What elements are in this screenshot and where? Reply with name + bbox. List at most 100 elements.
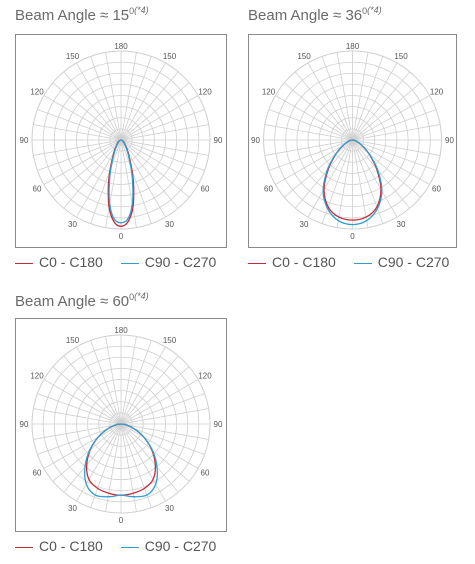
angle-label: 150 [163, 52, 177, 61]
grid-spoke [336, 52, 353, 141]
grid-spoke [90, 423, 122, 508]
legend-item-c0: C0 - C180 [248, 254, 336, 270]
grid-spoke [352, 71, 411, 141]
title-text: Beam Angle ≈ 36 [248, 7, 363, 24]
grid-spoke [33, 124, 122, 141]
grid-spoke [352, 95, 430, 141]
legend-swatch-c0 [15, 262, 33, 264]
grid-spoke [120, 52, 137, 141]
grid-spoke [321, 139, 353, 224]
grid-spoke [352, 82, 421, 141]
grid-spoke [120, 139, 137, 228]
grid-spoke [321, 56, 353, 141]
angle-label: 60 [33, 185, 42, 194]
angle-label: 90 [251, 136, 260, 145]
grid-spoke [120, 423, 179, 493]
grid-spoke [63, 355, 122, 425]
polar-frame-1: 180 150 150 120 120 90 90 60 60 30 30 0 [15, 34, 227, 248]
polar-frame-2: 180 150 150 120 120 90 90 60 60 30 30 0 [248, 34, 457, 248]
angle-label: 150 [394, 52, 408, 61]
grid-spoke [120, 139, 190, 198]
grid-spoke [120, 139, 152, 224]
series-c90-curve [322, 139, 383, 226]
grid-spoke [120, 393, 205, 425]
grid-spoke [352, 139, 411, 209]
grid-spoke [352, 124, 441, 141]
grid-spoke [120, 95, 199, 141]
angle-label: 180 [114, 326, 128, 335]
grid-spoke [352, 62, 398, 141]
grid-spoke [352, 139, 430, 185]
angle-label: 150 [297, 52, 311, 61]
polar-chart-2: 180 150 150 120 120 90 90 60 60 30 30 0 [251, 42, 454, 241]
legend-label-c0: C0 - C180 [272, 254, 336, 270]
title-note: (*4) [134, 5, 149, 15]
title-note: (*4) [134, 291, 149, 301]
angle-label: 60 [264, 185, 273, 194]
chart-title-1: Beam Angle ≈ 150(*4) [15, 5, 149, 24]
grid-spoke [120, 340, 152, 425]
grid-spoke [264, 124, 353, 141]
grid-spoke [120, 423, 152, 508]
angle-label: 120 [30, 88, 44, 97]
legend-item-c0: C0 - C180 [15, 538, 103, 554]
grid-spoke [90, 139, 122, 224]
legend-swatch-c0 [248, 262, 266, 264]
angle-label: 150 [163, 336, 177, 345]
grid-spoke [37, 109, 122, 141]
grid-spoke [90, 56, 122, 141]
grid-spoke [37, 139, 122, 171]
grid-spoke [120, 139, 199, 185]
angle-label: 90 [445, 136, 454, 145]
legend-1: C0 - C180 C90 - C270 [15, 254, 230, 270]
grid-spoke [120, 139, 179, 209]
grid-spoke [352, 139, 437, 171]
title-degree: 0 [129, 6, 135, 16]
grid-spoke [76, 423, 122, 502]
grid-spoke [336, 139, 353, 228]
angle-label: 120 [430, 88, 444, 97]
grid-spoke [352, 139, 369, 228]
angle-label: 30 [165, 504, 174, 513]
grid-spoke [33, 423, 122, 440]
grid-spoke [307, 139, 353, 218]
angle-label: 60 [33, 469, 42, 478]
polar-chart-3: 180 150 150 120 120 90 90 60 60 30 30 0 [20, 326, 223, 525]
grid-spoke [63, 423, 122, 493]
grid-spoke [275, 139, 353, 185]
legend-label-c90: C90 - C270 [144, 254, 217, 270]
angle-label: 90 [214, 420, 223, 429]
grid-spoke [76, 62, 122, 141]
angle-label: 0 [350, 232, 355, 241]
legend-label-c0: C0 - C180 [39, 254, 103, 270]
grid-spoke [43, 95, 122, 141]
grid-spoke [352, 139, 398, 218]
grid-spoke [352, 139, 441, 156]
angle-label: 30 [68, 220, 77, 229]
legend-swatch-c0 [15, 546, 33, 548]
angle-label: 90 [214, 136, 223, 145]
angle-label: 120 [262, 88, 276, 97]
angle-label: 30 [300, 220, 309, 229]
grid-spoke [63, 71, 122, 141]
grid-spoke [120, 423, 166, 502]
grid-spoke [52, 139, 122, 198]
title-note: (*4) [367, 5, 382, 15]
grid-spoke [284, 139, 353, 198]
legend-item-c0: C0 - C180 [15, 254, 103, 270]
grid-spoke [43, 139, 122, 185]
grid-spoke [284, 82, 353, 141]
grid-spoke [33, 408, 122, 425]
grid-spoke [105, 139, 122, 228]
legend-label-c0: C0 - C180 [39, 538, 103, 554]
grid-spoke [120, 423, 190, 482]
grid-spoke [120, 82, 190, 141]
grid-spoke [268, 139, 353, 171]
angle-label: 90 [20, 420, 29, 429]
grid-spoke [352, 56, 384, 141]
title-degree: 0 [362, 6, 368, 16]
grid-spoke [120, 139, 205, 171]
angle-label: 30 [397, 220, 406, 229]
legend-item-c90: C90 - C270 [120, 538, 216, 554]
grid-spoke [294, 139, 353, 209]
